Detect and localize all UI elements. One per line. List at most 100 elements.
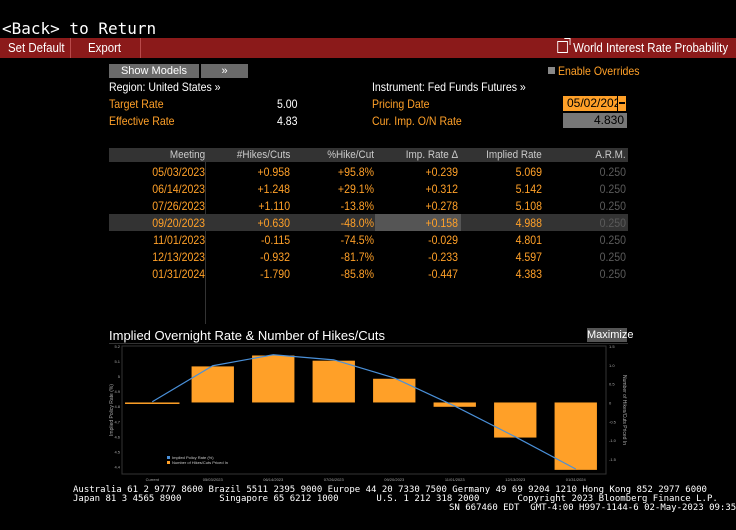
back-to-return[interactable]: <Back> to Return [2, 19, 157, 38]
hikes-cuts-cell[interactable]: +1.110 [258, 199, 290, 213]
legend-label-hikes: Number of Hikes/Cuts Priced In [172, 460, 228, 465]
right-tick-label: 0 [609, 400, 612, 405]
hikes-cuts-cell[interactable]: -0.932 [260, 250, 290, 264]
arm-cell[interactable]: 0.250 [599, 233, 626, 247]
left-tick-label: 4.6 [114, 434, 120, 439]
hikes-cuts-cell[interactable]: +0.958 [257, 165, 290, 179]
bar-4 [373, 378, 416, 403]
bar-1 [191, 366, 234, 403]
implied-rate-cell[interactable]: 4.988 [515, 216, 542, 230]
arm-cell[interactable]: 0.250 [599, 250, 626, 264]
hikes-cuts-cell[interactable]: +1.248 [257, 182, 290, 196]
col-arm[interactable]: A.R.M. [595, 149, 626, 161]
imp-rate-delta-cell[interactable]: +0.158 [425, 216, 458, 230]
popout-icon[interactable] [557, 38, 571, 53]
footer-copyright: Japan 81 3 4565 8900 Singapore 65 6212 1… [73, 494, 718, 504]
pct-hike-cut-cell[interactable]: +29.1% [337, 182, 374, 196]
pct-hike-cut-cell[interactable]: -85.8% [340, 267, 374, 281]
x-tick-label: 12/13/2023 [505, 477, 526, 482]
region-selector[interactable]: Region: United States » [109, 80, 221, 94]
imp-rate-delta-cell[interactable]: +0.278 [425, 199, 458, 213]
imp-rate-delta-cell[interactable]: -0.233 [428, 250, 458, 264]
left-tick-label: 5.1 [114, 359, 120, 364]
chart-title: Implied Overnight Rate & Number of Hikes… [109, 328, 385, 343]
window-title-text: World Interest Rate Probability [573, 40, 728, 55]
col-implied-rate[interactable]: Implied Rate [486, 149, 542, 161]
implied-rate-cell[interactable]: 5.069 [515, 165, 542, 179]
imp-rate-delta-cell[interactable]: +0.312 [425, 182, 458, 196]
implied-rate-cell[interactable]: 4.801 [515, 233, 542, 247]
left-tick-label: 4.4 [114, 464, 120, 469]
export-button[interactable]: Export [88, 40, 122, 55]
col-imp-rate-delta[interactable]: Imp. Rate Δ [405, 149, 458, 161]
enable-overrides-label[interactable]: Enable Overrides [558, 64, 640, 78]
cur-imp-rate-label: Cur. Imp. O/N Rate [372, 114, 462, 128]
hikes-cuts-cell[interactable]: +0.630 [257, 216, 290, 230]
left-tick-label: 4.5 [114, 449, 120, 454]
legend-label-rate: Implied Policy Rate (%) [172, 455, 214, 460]
menu-divider [140, 38, 141, 58]
selected-cell-highlight [375, 214, 461, 231]
meeting-cell[interactable]: 09/20/2023 [152, 216, 205, 230]
target-rate-value: 5.00 [277, 97, 298, 111]
arm-cell[interactable]: 0.250 [599, 216, 626, 230]
implied-rate-cell[interactable]: 5.108 [515, 199, 542, 213]
table-divider [205, 162, 206, 324]
meeting-cell[interactable]: 05/03/2023 [152, 165, 205, 179]
imp-rate-delta-cell[interactable]: -0.447 [428, 267, 458, 281]
pricing-date-input[interactable]: 05/02/2023 [563, 96, 627, 111]
hikes-cuts-cell[interactable]: -1.790 [260, 267, 290, 281]
right-tick-label: -1.5 [609, 457, 617, 462]
left-tick-label: 4.8 [114, 404, 120, 409]
left-tick-label: 4.9 [114, 389, 120, 394]
enable-overrides-checkbox[interactable] [548, 67, 555, 74]
x-tick-label: 01/31/2024 [566, 477, 587, 482]
maximize-button[interactable]: Maximize [587, 328, 634, 342]
arm-cell[interactable]: 0.250 [599, 182, 626, 196]
hikes-cuts-cell[interactable]: -0.115 [260, 233, 290, 247]
bar-5 [433, 402, 476, 407]
bar-2 [252, 355, 295, 403]
arm-cell[interactable]: 0.250 [599, 267, 626, 281]
right-tick-label: 0.5 [609, 382, 615, 387]
pct-hike-cut-cell[interactable]: -81.7% [340, 250, 374, 264]
imp-rate-delta-cell[interactable]: +0.239 [425, 165, 458, 179]
x-tick-label: 07/26/2023 [324, 477, 345, 482]
implied-rate-cell[interactable]: 4.383 [515, 267, 542, 281]
date-spinner[interactable] [618, 96, 626, 111]
set-default-button[interactable]: Set Default [8, 40, 65, 55]
bar-3 [312, 360, 355, 403]
models-expand-button[interactable]: » [201, 64, 248, 78]
effective-rate-value: 4.83 [277, 114, 298, 128]
meeting-cell[interactable]: 06/14/2023 [152, 182, 205, 196]
col-pct-hike-cut[interactable]: %Hike/Cut [327, 149, 374, 161]
table-header: Meeting #Hikes/Cuts %Hike/Cut Imp. Rate … [109, 148, 628, 162]
selected-row-highlight [109, 214, 628, 231]
col-meeting[interactable]: Meeting [169, 149, 205, 161]
arm-cell[interactable]: 0.250 [599, 199, 626, 213]
pct-hike-cut-cell[interactable]: -13.8% [340, 199, 374, 213]
meeting-cell[interactable]: 11/01/2023 [152, 233, 205, 247]
right-tick-label: 1.5 [609, 344, 615, 349]
show-models-button[interactable]: Show Models [109, 64, 199, 78]
legend-swatch-rate [167, 456, 170, 459]
pct-hike-cut-cell[interactable]: -74.5% [340, 233, 374, 247]
pct-hike-cut-cell[interactable]: +95.8% [337, 165, 374, 179]
left-tick-label: 5.2 [114, 344, 120, 349]
imp-rate-delta-cell[interactable]: -0.029 [428, 233, 458, 247]
x-tick-label: 06/14/2023 [263, 477, 284, 482]
x-tick-label: Current [146, 477, 160, 482]
instrument-selector[interactable]: Instrument: Fed Funds Futures » [372, 80, 526, 94]
col-hikes-cuts[interactable]: #Hikes/Cuts [236, 149, 290, 161]
plot-frame [121, 345, 607, 475]
pct-hike-cut-cell[interactable]: -48.0% [340, 216, 374, 230]
meeting-cell[interactable]: 07/26/2023 [152, 199, 205, 213]
implied-rate-cell[interactable]: 5.142 [515, 182, 542, 196]
menu-bar: Set Default Export World Interest Rate P… [0, 38, 736, 58]
implied-rate-cell[interactable]: 4.597 [515, 250, 542, 264]
meeting-cell[interactable]: 01/31/2024 [152, 267, 205, 281]
meeting-cell[interactable]: 12/13/2023 [152, 250, 205, 264]
target-rate-label: Target Rate [109, 97, 164, 111]
legend-swatch-hikes [167, 461, 170, 464]
arm-cell[interactable]: 0.250 [599, 165, 626, 179]
